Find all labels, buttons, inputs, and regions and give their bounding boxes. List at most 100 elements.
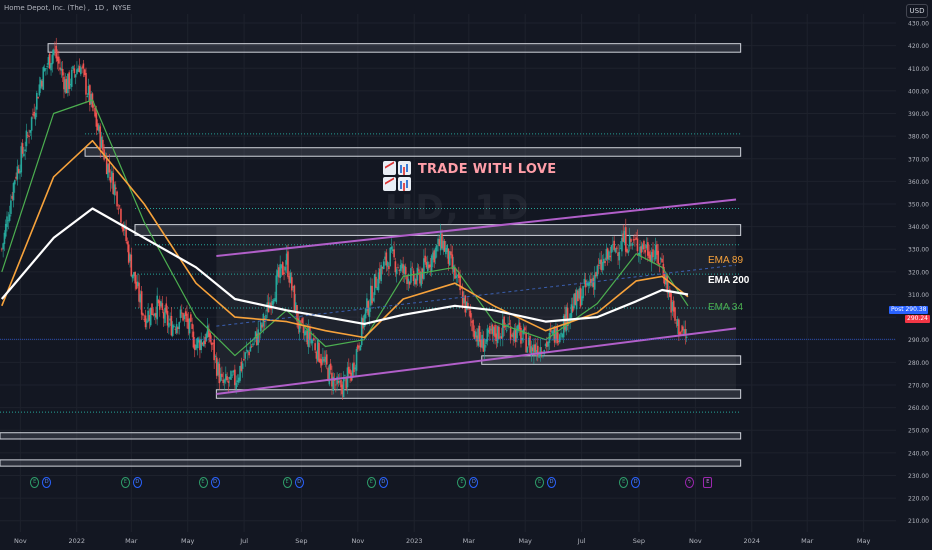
time-axis[interactable]: Nov 2022 Mar May Jul Sep Nov 2023 Mar May Jul Sep No… <box>14 537 871 545</box>
candle-body <box>529 335 531 353</box>
candle-body <box>33 111 36 117</box>
candle-body <box>129 254 131 261</box>
candle-body <box>384 256 386 260</box>
candle-body <box>25 130 28 147</box>
candle-body <box>3 232 6 245</box>
candle-body <box>147 310 149 322</box>
candle-body <box>230 371 232 380</box>
candle-body <box>303 331 306 336</box>
candle-body <box>26 134 29 136</box>
candle-body <box>34 112 37 120</box>
candle-body <box>227 381 230 383</box>
candle-body <box>526 347 529 353</box>
candle-body <box>578 288 581 299</box>
split-event[interactable]: ϟ <box>684 477 694 488</box>
symbol-watermark: HD, 1D <box>385 188 531 228</box>
x-tick-label: May <box>181 537 195 545</box>
trend-channel[interactable] <box>216 198 737 396</box>
candle-body <box>407 278 410 284</box>
candle-body <box>555 326 557 341</box>
candle-body <box>309 327 311 341</box>
earnings-event[interactable]: E <box>703 477 713 488</box>
price-axis[interactable]: 210.00 220.00 230.00 240.00 250.00 260.00 270.… <box>908 21 929 526</box>
y-tick-label: 360.00 <box>908 179 929 186</box>
y-tick-label: 310.00 <box>908 292 929 299</box>
candle-body <box>280 264 283 269</box>
candle-body <box>417 269 420 271</box>
earnings-event[interactable]: E <box>535 477 545 488</box>
candle-body <box>65 78 68 94</box>
post-value: 290.38 <box>905 306 927 313</box>
candle-body <box>28 135 30 137</box>
candle-body <box>527 337 530 346</box>
candle-body <box>381 266 384 269</box>
candle-body <box>590 278 592 283</box>
candle-body <box>81 67 83 69</box>
candle-body <box>412 270 415 281</box>
candle-body <box>382 261 385 270</box>
candle-body <box>561 334 564 338</box>
earnings-event[interactable]: E <box>120 477 130 488</box>
candle-body <box>596 265 599 277</box>
candle-body <box>560 332 562 335</box>
earnings-event[interactable]: E <box>619 477 629 488</box>
candle-body <box>574 293 577 305</box>
candle-body <box>571 306 574 312</box>
candle-body <box>307 327 310 348</box>
candle-body <box>102 139 104 150</box>
candle-body <box>131 274 134 279</box>
candle-body <box>637 252 640 256</box>
dividend-event[interactable]: D <box>210 477 220 488</box>
dividend-event[interactable]: D <box>42 477 52 488</box>
candle-body <box>631 243 634 246</box>
candle-body <box>579 287 582 307</box>
candle-body <box>481 334 483 348</box>
earnings-event[interactable]: E <box>457 477 467 488</box>
dividend-event[interactable]: D <box>378 477 388 488</box>
candle-body <box>291 277 293 291</box>
symbol-header[interactable]: Home Depot, Inc. (The), 1D, NYSE <box>4 4 131 12</box>
candle-body <box>450 251 452 256</box>
candle-body <box>512 332 514 338</box>
candle-body <box>461 291 464 306</box>
candle-body <box>319 358 322 364</box>
earnings-event[interactable]: E <box>198 477 208 488</box>
dividend-event[interactable]: D <box>132 477 142 488</box>
ema34-label: EMA 34 <box>708 302 744 313</box>
candle-body <box>202 341 205 347</box>
candle-body <box>436 245 438 252</box>
candle-body <box>231 374 234 376</box>
candle-body <box>489 325 491 334</box>
earnings-event[interactable]: E <box>30 477 40 488</box>
candle-body <box>192 331 195 348</box>
candle-body <box>105 156 108 175</box>
candle-body <box>175 324 178 334</box>
dividend-event[interactable]: D <box>469 477 479 488</box>
candle-body <box>455 275 458 279</box>
dividend-event[interactable]: D <box>294 477 304 488</box>
candle-body <box>478 325 481 342</box>
candle-body <box>335 384 337 386</box>
currency-button[interactable]: USD <box>906 4 928 18</box>
candle-body <box>283 272 285 274</box>
candle-body <box>337 381 340 383</box>
candle-body <box>553 326 556 343</box>
candle-body <box>281 262 284 276</box>
candle-body <box>503 316 505 328</box>
candle-body <box>170 315 173 336</box>
x-tick-label: Sep <box>633 537 645 545</box>
dividend-event[interactable]: D <box>547 477 557 488</box>
candle-body <box>491 324 494 334</box>
dividend-event[interactable]: D <box>631 477 641 488</box>
interval[interactable]: 1D <box>94 4 105 12</box>
candle-body <box>85 72 87 95</box>
candle-body <box>314 343 316 351</box>
earnings-event[interactable]: E <box>282 477 292 488</box>
candle-body <box>144 315 147 328</box>
candle-body <box>195 344 197 350</box>
x-tick-label: Nov <box>689 537 702 545</box>
candle-body <box>289 272 292 283</box>
candle-body <box>341 384 344 395</box>
earnings-event[interactable]: E <box>366 477 376 488</box>
